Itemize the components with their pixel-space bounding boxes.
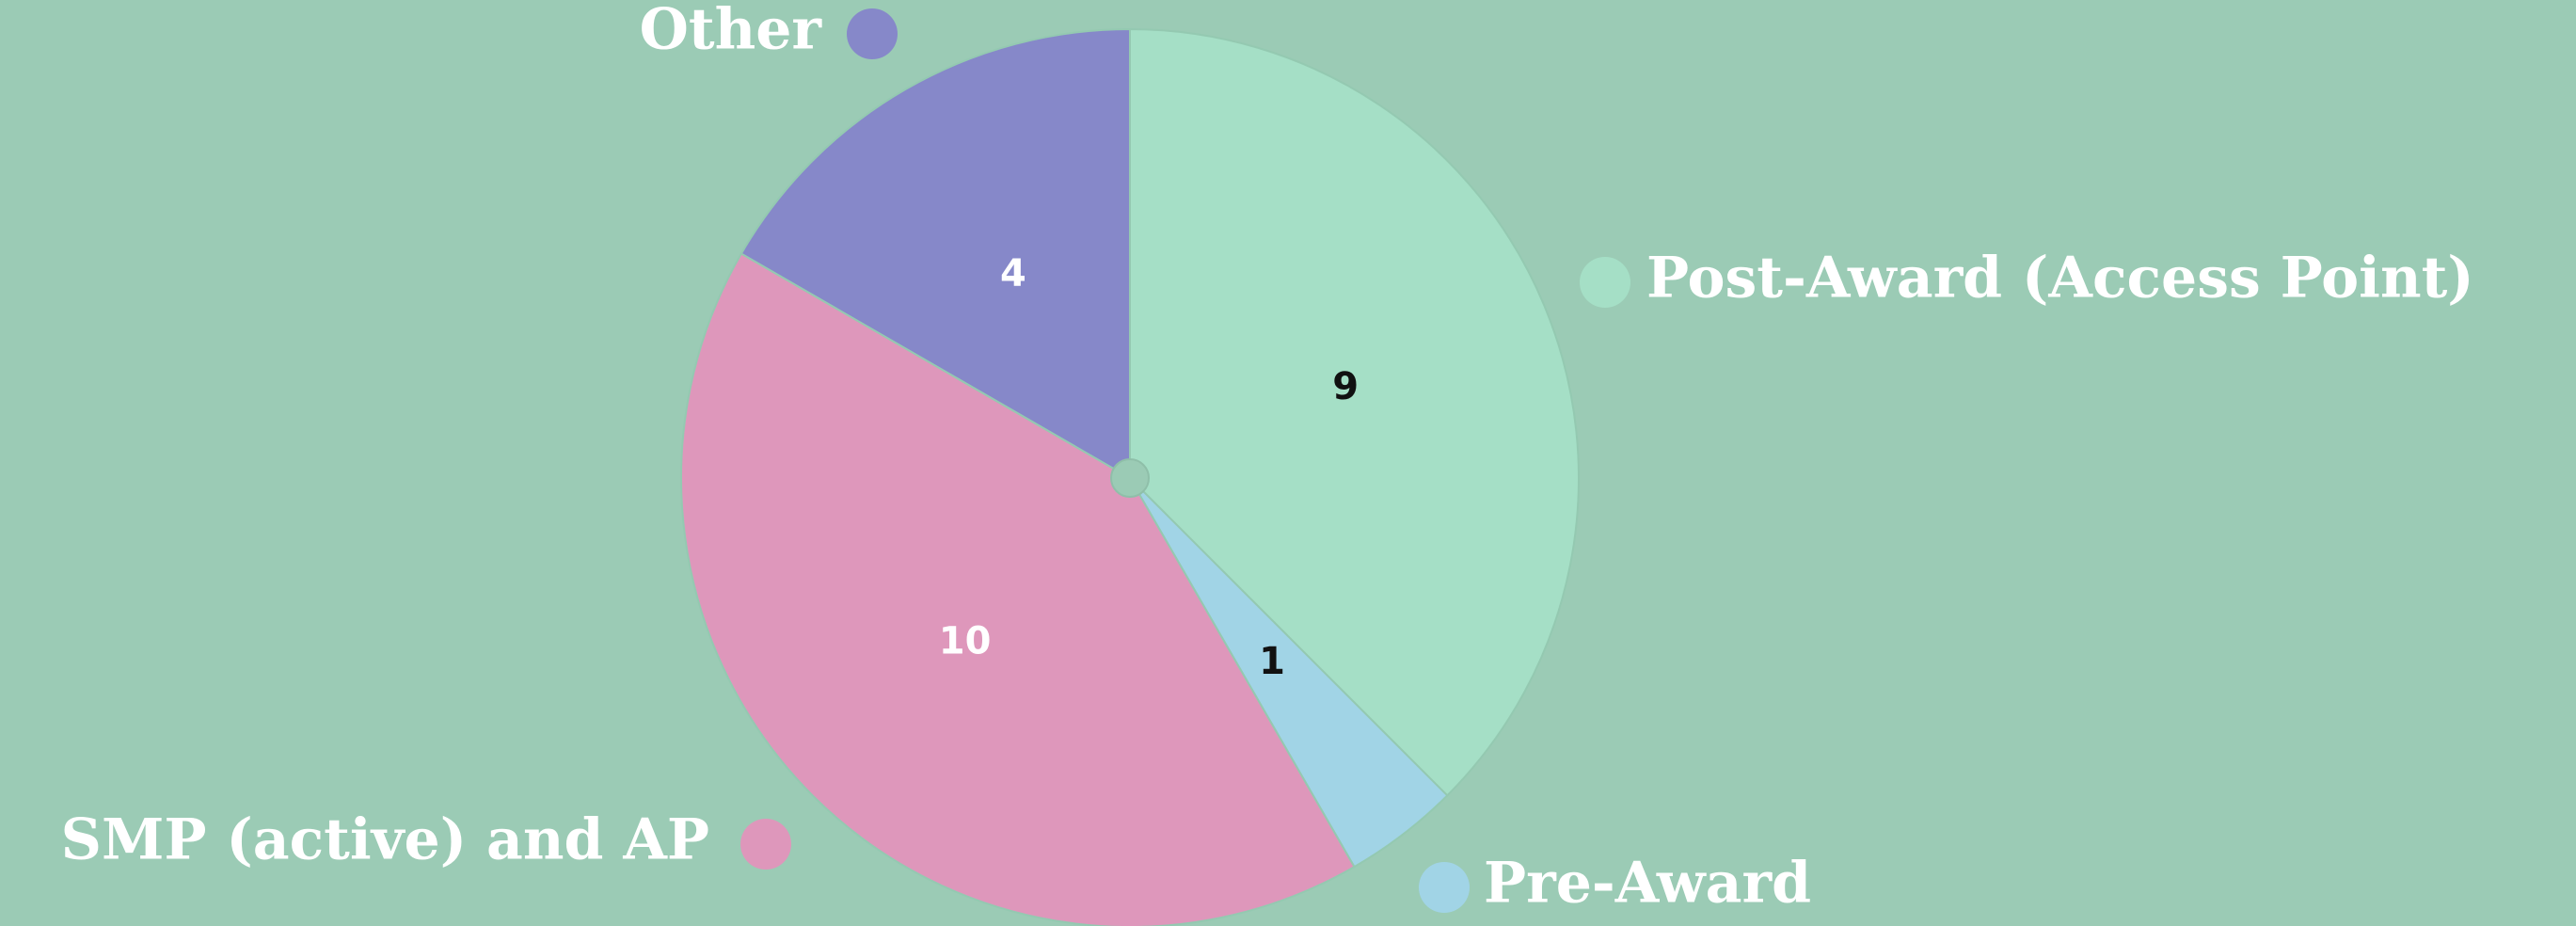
- legend-label: SMP (active) and AP: [61, 807, 709, 873]
- value-label: 4: [1000, 252, 1026, 295]
- legend-label: Other: [640, 0, 823, 63]
- legend-marker: [740, 819, 791, 870]
- legend-marker: [1580, 257, 1630, 308]
- pie-slice: [680, 252, 1356, 926]
- legend-label: Pre-Award: [1484, 851, 1811, 917]
- value-label: 9: [1332, 365, 1359, 408]
- legend-marker: [1419, 862, 1470, 913]
- value-label: 10: [939, 619, 992, 663]
- pie-slice: [1129, 27, 1580, 797]
- pie-slice: [739, 27, 1131, 480]
- value-label: 1: [1259, 640, 1285, 683]
- legend-label: Post-Award (Access Point): [1646, 246, 2474, 311]
- pie-center: [1110, 458, 1150, 498]
- legend-marker: [847, 8, 898, 59]
